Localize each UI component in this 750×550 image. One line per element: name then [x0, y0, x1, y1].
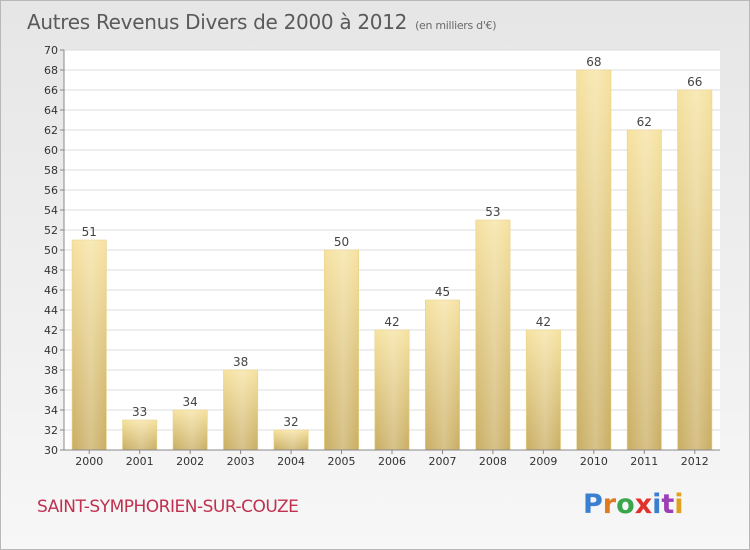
y-tick-label: 40: [44, 344, 58, 357]
data-label-2002: 34: [183, 395, 198, 409]
proxiti-logo[interactable]: Proxiti: [583, 489, 684, 520]
y-tick-label: 70: [44, 44, 58, 57]
data-label-2001: 33: [132, 405, 147, 419]
logo-letter: x: [634, 489, 653, 520]
x-tick-label-2004: 2004: [277, 455, 305, 468]
chart-title: Autres Revenus Divers de 2000 à 2012 (en …: [27, 10, 497, 34]
x-tick-label-2011: 2011: [630, 455, 658, 468]
y-tick-label: 38: [44, 364, 58, 377]
data-label-2006: 42: [384, 315, 399, 329]
logo-letter: i: [674, 489, 684, 520]
x-tick-label-2006: 2006: [378, 455, 406, 468]
axes: 30 32 34 36 38 40 42 44 46 48 50 52 54 56 58 60 62 64 66 68…: [44, 44, 720, 468]
y-tick-label: 68: [44, 64, 58, 77]
data-label-2004: 32: [283, 415, 298, 429]
y-tick-label: 56: [44, 184, 58, 197]
y-tick-label: 60: [44, 144, 58, 157]
data-label-2009: 42: [536, 315, 551, 329]
logo-letter: i: [652, 489, 662, 520]
bars: [71, 69, 713, 451]
x-tick-label-2012: 2012: [681, 455, 709, 468]
bar-shine-2004: [273, 430, 309, 450]
x-tick-label-2010: 2010: [580, 455, 608, 468]
x-tick-label-2005: 2005: [328, 455, 356, 468]
bar-shine-2000: [72, 240, 107, 450]
y-tick-label: 50: [44, 244, 58, 257]
y-tick-label: 42: [44, 324, 58, 337]
x-tick-label-2001: 2001: [126, 455, 154, 468]
y-tick-label: 34: [44, 404, 58, 417]
bar-shine-2001: [122, 420, 157, 450]
y-tick-label: 30: [44, 444, 58, 457]
data-label-2010: 68: [586, 55, 601, 69]
chart-title-text: Autres Revenus Divers de 2000 à 2012: [27, 10, 408, 34]
x-tick-label-2009: 2009: [529, 455, 557, 468]
data-label-2012: 66: [687, 75, 702, 89]
bar-shine-2005: [324, 250, 359, 450]
bar-shine-2010: [576, 70, 612, 450]
chart-subtitle: (en milliers d'€): [415, 19, 497, 32]
y-tick-label: 48: [44, 264, 58, 277]
bar-shine-2008: [475, 220, 511, 450]
x-tick-label-2000: 2000: [75, 455, 103, 468]
y-tick-label: 46: [44, 284, 58, 297]
bar-shine-2011: [627, 130, 662, 450]
logo-letter: t: [661, 489, 675, 520]
bar-shine-2006: [374, 330, 410, 450]
bar-shine-2002: [172, 410, 208, 450]
bar-shine-2007: [425, 300, 460, 450]
commune-name: SAINT-SYMPHORIEN-SUR-COUZE: [37, 497, 299, 517]
x-tick-label-2002: 2002: [176, 455, 204, 468]
data-label-2007: 45: [435, 285, 450, 299]
y-tick-label: 62: [44, 124, 58, 137]
x-tick-label-2003: 2003: [227, 455, 255, 468]
x-tick-label-2007: 2007: [428, 455, 456, 468]
y-tick-label: 44: [44, 304, 58, 317]
data-label-2008: 53: [485, 205, 500, 219]
bar-shine-2003: [223, 370, 258, 450]
logo-letter: o: [616, 489, 635, 520]
bar-shine-2009: [526, 330, 561, 450]
y-tick-label: 66: [44, 84, 58, 97]
bar-shine-2012: [677, 90, 712, 450]
x-tick-label-2008: 2008: [479, 455, 507, 468]
y-tick-label: 58: [44, 164, 58, 177]
data-labels: 51 33 34 38 32 50 42 45 53 42 68 62 66: [82, 55, 703, 429]
data-label-2003: 38: [233, 355, 248, 369]
data-label-2000: 51: [82, 225, 97, 239]
data-label-2011: 62: [637, 115, 652, 129]
logo-letter: P: [583, 489, 603, 520]
y-tick-label: 32: [44, 424, 58, 437]
logo-letter: r: [602, 489, 617, 520]
y-tick-label: 52: [44, 224, 58, 237]
y-tick-label: 64: [44, 104, 58, 117]
y-tick-label: 36: [44, 384, 58, 397]
data-label-2005: 50: [334, 235, 349, 249]
y-tick-label: 54: [44, 204, 58, 217]
